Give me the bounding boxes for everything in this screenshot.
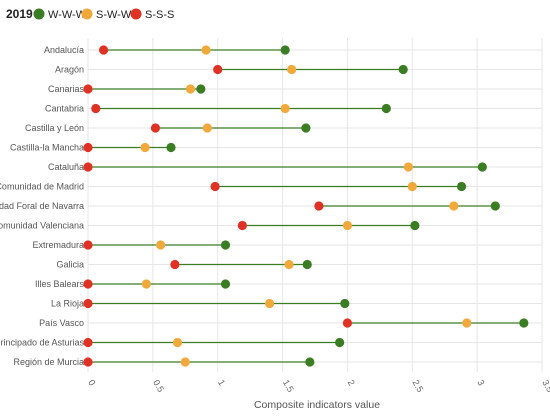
x-tick-label: 3 [475,378,486,387]
point-w-w-w [305,357,315,367]
x-axis-title: Composite indicators value [254,399,380,411]
point-s-w-w [156,240,166,250]
point-s-w-w [284,259,294,270]
x-tick-labels: 0 0.5 1 1.5 2 2.5 3 3.5 [86,378,550,394]
category-label: Illes Balears [35,279,85,289]
category-label: Principado de Asturias [0,338,84,348]
point-s-w-w [287,64,297,75]
category-label: Comunidad Foral de Navarra [0,201,84,211]
range-lines [88,49,524,363]
point-s-w-w [403,162,413,172]
category-label: País Vasco [39,318,84,328]
category-label: Cataluña [48,162,84,172]
point-s-s-s [83,337,93,348]
point-s-s-s [237,220,247,231]
chart-title: 2019 [6,7,33,21]
point-s-s-s [314,201,324,211]
x-tick-label: 3.5 [540,378,550,394]
legend: W-W-W S-W-W S-S-S [33,8,174,21]
category-label: Región de Murcia [13,357,84,367]
point-s-w-w [280,103,290,114]
point-w-w-w [519,318,529,328]
point-w-w-w [301,123,311,133]
legend-marker-s-w-w [81,8,93,20]
legend-label-s-w-w: S-W-W [96,9,132,21]
legend-marker-w-w-w [33,8,45,20]
x-tick-label: 0.5 [151,378,166,394]
point-w-w-w [456,181,467,192]
category-label: Galicia [56,260,84,270]
point-s-w-w [201,45,211,55]
category-label: Cantabria [45,104,84,114]
x-tick-label: 1 [216,378,227,387]
point-w-w-w [335,337,345,348]
category-label: Castilla y León [25,123,84,133]
point-w-w-w [302,259,312,270]
point-s-w-w [342,220,353,231]
point-s-s-s [170,259,180,270]
point-s-s-s [91,103,101,114]
point-s-w-w [202,123,212,133]
point-w-w-w [220,240,231,250]
category-label: Castilla-la Mancha [10,143,84,153]
point-w-w-w [166,142,176,153]
point-s-w-w [185,84,196,94]
legend-label-w-w-w: W-W-W [48,9,87,21]
point-s-s-s [83,162,93,172]
data-points [83,45,529,367]
point-s-w-w [180,357,190,367]
category-label: Canarias [48,84,85,94]
point-s-w-w [140,142,150,153]
category-labels: Andalucía Aragón Canarias Cantabria Castilla… [0,45,84,367]
point-s-s-s [150,123,161,133]
point-s-w-w [265,298,275,309]
point-s-s-s [213,64,223,75]
category-label: La Rioja [51,299,84,309]
point-s-s-s [83,240,93,250]
point-s-s-s [210,181,220,192]
point-s-w-w [462,318,472,328]
x-tick-label: 2 [346,378,357,387]
point-w-w-w [196,84,206,94]
category-label: Aragón [55,65,84,75]
x-tick-label: 2.5 [411,378,426,394]
point-w-w-w [381,103,391,114]
point-s-w-w [407,181,417,192]
category-label: Comunidad de Madrid [0,182,84,192]
point-w-w-w [398,64,408,75]
point-s-s-s [98,45,109,55]
point-s-w-w [141,279,151,289]
point-s-w-w [172,337,183,348]
point-w-w-w [477,162,487,172]
point-s-w-w [449,201,459,211]
point-s-s-s [342,318,353,328]
category-label: Andalucía [44,45,84,55]
point-s-s-s [83,298,93,309]
category-label: Comunidad Valenciana [0,221,84,231]
point-s-s-s [83,357,93,367]
legend-label-s-s-s: S-S-S [145,9,174,21]
point-s-s-s [83,279,93,289]
legend-marker-s-s-s [130,8,142,20]
x-tick-label: 0 [86,378,97,387]
category-label: Extremadura [32,240,84,250]
point-s-s-s [83,142,93,153]
point-w-w-w [490,201,500,211]
point-w-w-w [220,279,231,289]
point-w-w-w [280,45,290,55]
point-w-w-w [340,298,350,309]
point-s-s-s [83,84,93,94]
x-tick-label: 1.5 [281,378,296,394]
point-w-w-w [410,220,420,231]
